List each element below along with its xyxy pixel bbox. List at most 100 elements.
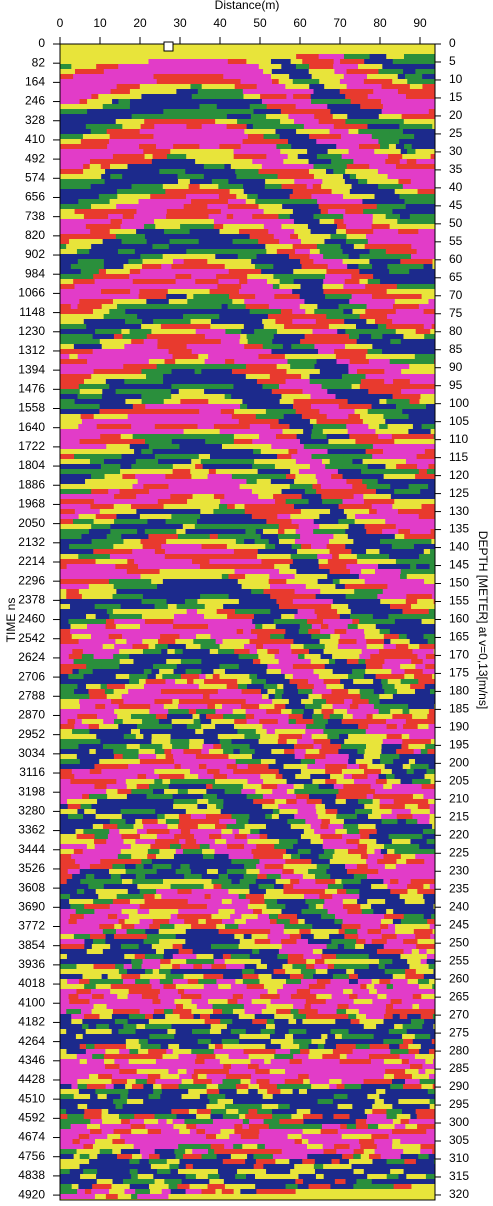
texture-cell (255, 149, 281, 155)
texture-cell (216, 274, 239, 280)
texture-cell (249, 889, 267, 895)
texture-cell (125, 1039, 140, 1045)
texture-cell (257, 764, 270, 770)
texture-cell (133, 999, 153, 1005)
texture-cell (272, 849, 287, 855)
texture-cell (218, 929, 229, 935)
texture-cell (228, 269, 262, 275)
texture-cell (315, 959, 325, 965)
texture-cell (252, 724, 263, 730)
texture-cell (105, 294, 140, 300)
texture-cell (356, 639, 367, 645)
texture-cell (293, 1014, 307, 1020)
texture-cell (60, 264, 72, 270)
texture-cell (371, 884, 388, 890)
texture-cell (323, 679, 341, 685)
texture-cell (362, 779, 377, 785)
texture-cell (60, 1004, 75, 1010)
texture-cell (367, 774, 380, 780)
texture-cell (60, 589, 67, 595)
texture-cell (105, 674, 117, 680)
texture-cell (263, 984, 284, 990)
texture-cell (337, 804, 351, 810)
texture-cell (201, 874, 220, 880)
texture-cell (246, 834, 261, 840)
texture-cell (140, 624, 152, 630)
texture-cell (60, 869, 69, 875)
texture-cell (60, 1069, 73, 1075)
texture-cell (244, 299, 267, 305)
texture-cell (270, 74, 290, 80)
texture-cell (265, 544, 276, 550)
texture-cell (289, 194, 312, 200)
texture-cell (370, 1059, 385, 1065)
texture-cell (82, 774, 94, 780)
texture-cell (294, 249, 311, 255)
texture-cell (286, 374, 302, 380)
texture-cell (295, 619, 308, 625)
texture-cell (372, 444, 387, 450)
texture-cell (212, 199, 221, 205)
texture-cell (366, 794, 374, 800)
texture-cell (179, 1074, 193, 1080)
texture-cell (218, 649, 235, 655)
texture-cell (193, 699, 206, 705)
texture-cell (394, 499, 403, 505)
texture-cell (158, 684, 176, 690)
texture-cell (126, 904, 141, 910)
texture-cell (350, 814, 358, 820)
texture-cell (254, 139, 289, 145)
texture-cell (84, 44, 100, 50)
texture-cell (231, 224, 265, 230)
texture-cell (245, 374, 271, 380)
texture-cell (60, 154, 86, 160)
texture-cell (368, 389, 402, 395)
texture-cell (410, 1064, 423, 1070)
texture-cell (200, 649, 211, 655)
texture-cell (380, 769, 393, 775)
texture-cell (132, 749, 140, 755)
texture-cell (115, 624, 127, 630)
texture-cell (172, 259, 185, 265)
texture-cell (433, 874, 435, 880)
texture-cell (275, 434, 298, 440)
texture-cell (317, 304, 340, 310)
texture-cell (336, 814, 352, 820)
texture-cell (138, 914, 154, 920)
texture-cell (223, 714, 231, 720)
texture-cell (187, 299, 219, 305)
texture-cell (86, 589, 117, 595)
texture-cell (419, 369, 435, 375)
texture-cell (402, 184, 425, 190)
texture-cell (328, 824, 344, 830)
texture-cell (113, 934, 134, 940)
texture-cell (384, 1064, 397, 1070)
texture-cell (404, 199, 427, 205)
texture-cell (289, 934, 302, 940)
texture-cell (144, 749, 156, 755)
texture-cell (249, 634, 258, 640)
texture-cell (77, 354, 112, 360)
texture-cell (360, 789, 376, 795)
texture-cell (87, 99, 113, 105)
texture-cell (251, 259, 276, 265)
texture-cell (280, 109, 309, 115)
texture-cell (429, 564, 435, 570)
texture-cell (406, 159, 417, 165)
texture-cell (341, 154, 356, 160)
texture-cell (253, 804, 263, 810)
texture-cell (274, 679, 291, 685)
texture-cell (131, 1074, 142, 1080)
texture-cell (146, 299, 170, 305)
texture-cell (223, 974, 244, 980)
texture-cell (149, 909, 159, 915)
texture-cell (305, 144, 337, 150)
texture-cell (93, 154, 105, 160)
texture-cell (343, 989, 354, 995)
texture-cell (184, 734, 193, 740)
texture-cell (241, 584, 271, 590)
texture-cell (135, 1029, 150, 1035)
texture-cell (158, 909, 166, 915)
texture-cell (346, 839, 360, 845)
texture-cell (220, 754, 229, 760)
